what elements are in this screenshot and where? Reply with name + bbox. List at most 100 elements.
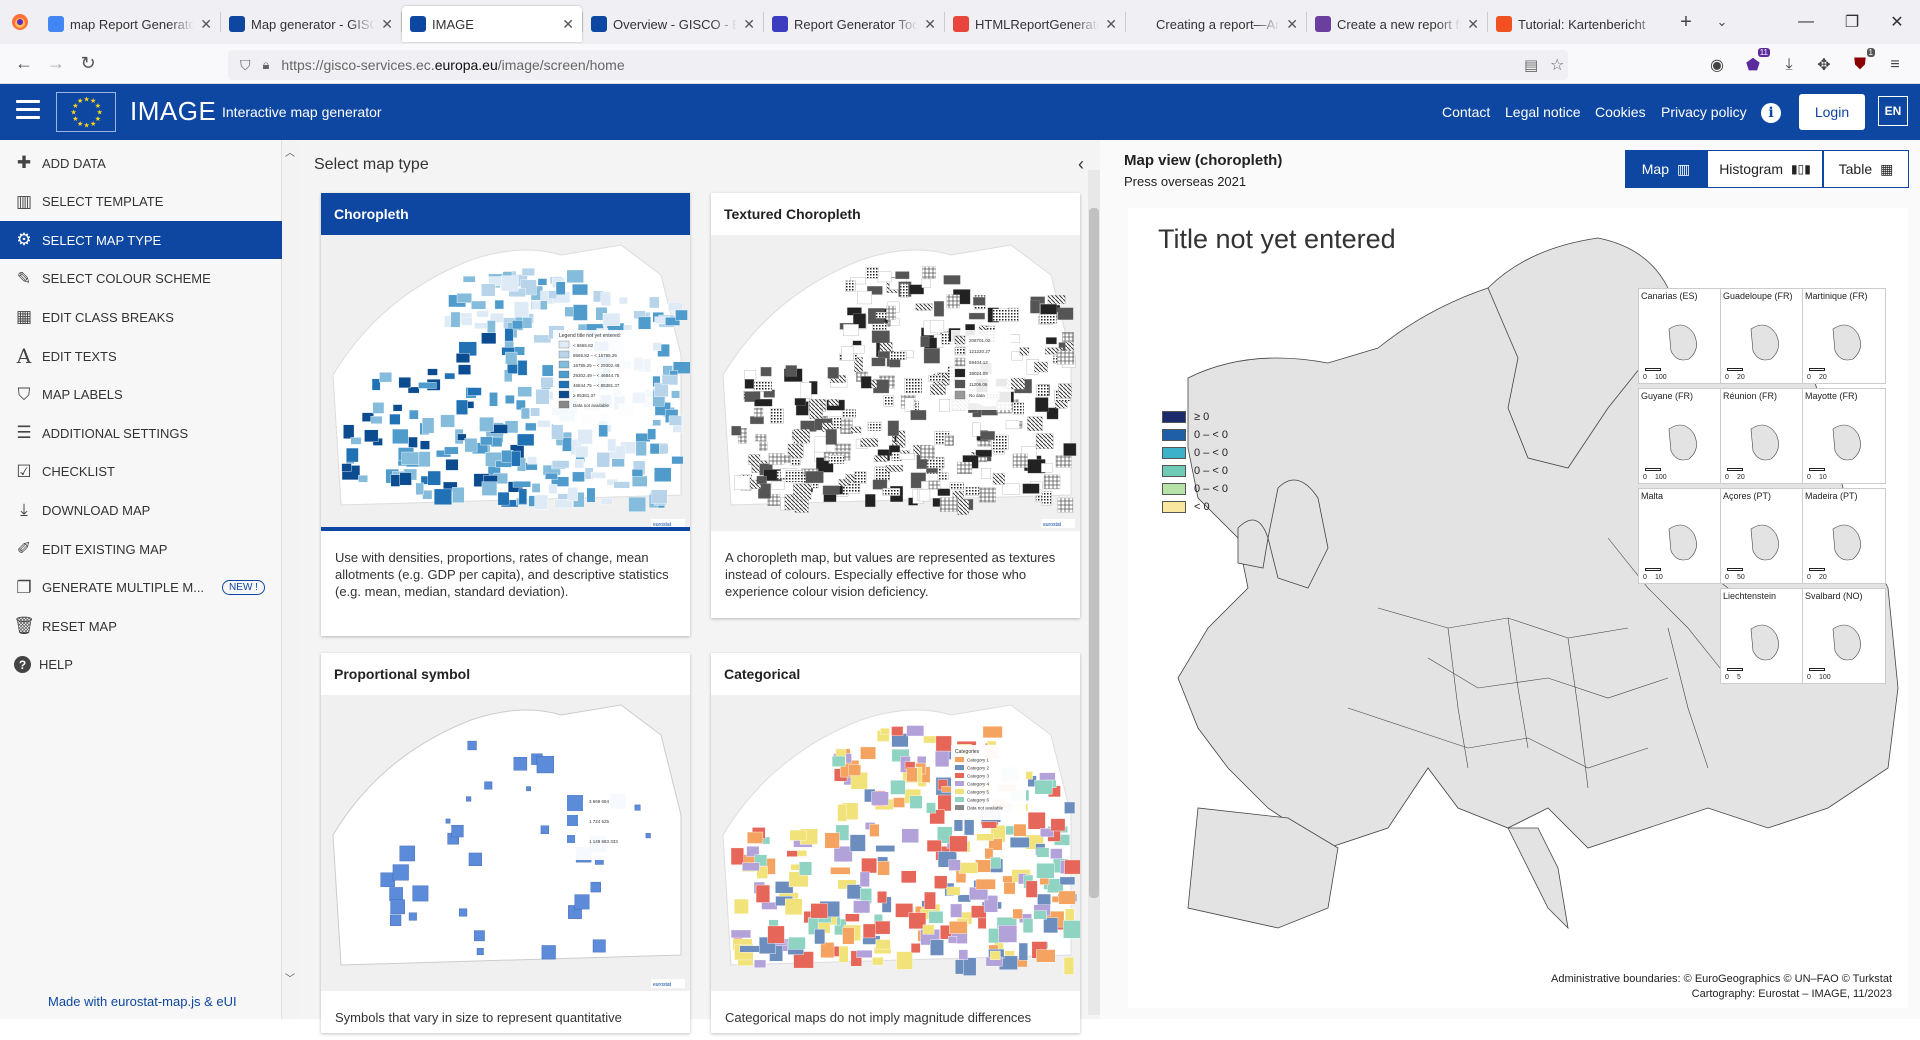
card-textured-choropleth[interactable]: Textured Choropleth 208701.02 121220.27 69… — [711, 193, 1080, 618]
legend-entry[interactable]: 0 – < 0 — [1162, 480, 1228, 498]
close-window-button[interactable]: ✕ — [1890, 14, 1904, 31]
menu-icon[interactable]: ≡ — [1890, 56, 1900, 73]
legend-entry[interactable]: 0 – < 0 — [1162, 444, 1228, 462]
sidebar-item-download-map[interactable]: ⤓ DOWNLOAD MAP — [0, 491, 282, 529]
inset-map[interactable]: Guyane (FR) 0 100 — [1638, 388, 1722, 484]
back-button[interactable]: ← — [15, 53, 33, 73]
sidebar-item-select-map-type[interactable]: ⚙ SELECT MAP TYPE — [0, 221, 282, 260]
sidebar-item-help[interactable]: ? HELP — [0, 646, 282, 684]
sidebar-item-edit-texts[interactable]: A EDIT TEXTS — [0, 337, 282, 375]
login-button[interactable]: Login — [1799, 94, 1865, 130]
region-shape — [734, 475, 751, 491]
browser-tab[interactable]: HTMLReportGenerator ✕ — [945, 6, 1125, 42]
language-selector[interactable]: EN — [1878, 96, 1908, 126]
sidebar-item-checklist[interactable]: ☑ CHECKLIST — [0, 453, 282, 491]
close-tab-icon[interactable]: ✕ — [200, 15, 212, 32]
ublock-icon[interactable]: ⛊ 1 — [1853, 48, 1875, 73]
tab-map[interactable]: Map ▥ — [1625, 150, 1707, 188]
close-tab-icon[interactable]: ✕ — [1286, 15, 1298, 32]
info-icon[interactable]: i — [1761, 103, 1781, 123]
shield-icon[interactable]: ⛉ — [240, 56, 251, 73]
browser-tab[interactable]: Tutorial: Kartenbericht — [1488, 6, 1668, 42]
privacy-policy-link[interactable]: Privacy policy — [1661, 104, 1747, 120]
inset-map[interactable]: Liechtenstein 0 5 — [1720, 588, 1804, 684]
sidebar-item-generate-multiple-m[interactable]: ❐ GENERATE MULTIPLE M... NEW ! — [0, 569, 282, 607]
inset-map[interactable]: Guadeloupe (FR) 0 20 — [1720, 288, 1804, 384]
map-legend[interactable]: ≥ 0 0 – < 0 0 – < 0 0 – < 0 0 – < 0 < 0 — [1162, 408, 1228, 516]
tab-list-button[interactable]: ⌄ — [1716, 14, 1728, 29]
legend-entry[interactable]: 0 – < 0 — [1162, 462, 1228, 480]
bookmark-star-icon[interactable]: ☆ — [1550, 57, 1565, 74]
browser-tab[interactable]: Creating a report—ArcMap ✕ — [1126, 6, 1306, 42]
region-shape — [944, 435, 954, 446]
region-shape — [483, 475, 498, 483]
sidebar-item-select-template[interactable]: ▥ SELECT TEMPLATE — [0, 183, 282, 221]
tab-table[interactable]: Table ▦ — [1823, 150, 1909, 188]
map-canvas[interactable]: Title not yet entered ≥ 0 0 – < 0 0 – < 0 0… — [1128, 208, 1908, 1008]
restore-button[interactable]: ❐ — [1844, 14, 1860, 31]
sidebar-scrollbar[interactable]: ︿ ﹀ — [282, 140, 298, 1019]
browser-tab[interactable]: Create a new report fro ✕ — [1307, 6, 1487, 42]
panel-scrollbar-thumb[interactable] — [1089, 208, 1099, 898]
inset-map[interactable]: Madeira (PT) 0 20 — [1802, 488, 1886, 584]
region-shape — [860, 376, 872, 389]
contact-link[interactable]: Contact — [1442, 104, 1491, 120]
cookies-link[interactable]: Cookies — [1595, 104, 1646, 120]
inset-map[interactable]: Martinique (FR) 0 20 — [1802, 288, 1886, 384]
scroll-up-icon[interactable]: ︿ — [285, 148, 295, 159]
region-shape — [838, 945, 849, 963]
inset-map[interactable]: Malta 0 10 — [1638, 488, 1722, 584]
reader-view-icon[interactable]: ▤ — [1524, 57, 1539, 74]
new-tab-button[interactable]: + — [1680, 10, 1692, 33]
browser-tab[interactable]: map Report Generator ✕ — [40, 6, 220, 42]
close-tab-icon[interactable]: ✕ — [562, 15, 574, 32]
region-shape — [1012, 402, 1024, 415]
inset-map[interactable]: Svalbard (NO) 0 100 — [1802, 588, 1886, 684]
firefox-icon[interactable] — [0, 13, 40, 31]
browser-tab[interactable]: Report Generator Tool | ✕ — [764, 6, 944, 42]
legend-entry[interactable]: < 0 — [1162, 498, 1228, 516]
sidebar-item-edit-class-breaks[interactable]: ▦ EDIT CLASS BREAKS — [0, 298, 282, 336]
inset-map[interactable]: Réunion (FR) 0 20 — [1720, 388, 1804, 484]
close-tab-icon[interactable]: ✕ — [381, 15, 393, 32]
sidebar-item-select-colour-scheme[interactable]: ✎ SELECT COLOUR SCHEME — [0, 260, 282, 298]
extension-icon[interactable]: ◉ — [1710, 57, 1724, 74]
downloads-icon[interactable]: ⤓ — [1785, 56, 1793, 73]
map-title[interactable]: Title not yet entered — [1158, 224, 1396, 254]
inset-map[interactable]: Açores (PT) 0 50 — [1720, 488, 1804, 584]
region-shape — [573, 304, 588, 321]
extensions-puzzle-icon[interactable]: ✥ — [1817, 57, 1831, 74]
collapse-panel-icon[interactable]: ‹ — [1078, 154, 1084, 174]
close-tab-icon[interactable]: ✕ — [1105, 15, 1117, 32]
inset-map[interactable]: Mayotte (FR) 0 10 — [1802, 388, 1886, 484]
made-with-footer[interactable]: Made with eurostat-map.js & eUI — [48, 994, 237, 1009]
browser-tab[interactable]: Map generator - GISCO ✕ — [221, 6, 401, 42]
forward-button[interactable]: → — [47, 53, 65, 73]
card-choropleth[interactable]: Choropleth Legend title not yet entered:… — [321, 193, 690, 636]
close-tab-icon[interactable]: ✕ — [1467, 15, 1479, 32]
sidebar-item-reset-map[interactable]: 🗑︎ RESET MAP — [0, 607, 282, 645]
legal-notice-link[interactable]: Legal notice — [1505, 104, 1581, 120]
scroll-down-icon[interactable]: ﹀ — [285, 974, 295, 985]
card-categorical[interactable]: Categorical Categories Category 1 Categor… — [711, 653, 1080, 1033]
address-bar[interactable]: ⛉ 🔒︎ https://gisco-services.ec. europa.eu… — [228, 50, 1568, 80]
lock-icon[interactable]: 🔒︎ — [262, 57, 270, 72]
hamburger-menu-icon[interactable] — [16, 100, 40, 122]
sidebar-item-additional-settings[interactable]: ☰ ADDITIONAL SETTINGS — [0, 414, 282, 452]
sidebar-item-edit-existing-map[interactable]: ✐ EDIT EXISTING MAP — [0, 530, 282, 568]
minimize-button[interactable]: — — [1798, 13, 1814, 30]
browser-tab[interactable]: IMAGE ✕ — [402, 6, 582, 42]
close-tab-icon[interactable]: ✕ — [743, 15, 755, 32]
close-tab-icon[interactable]: ✕ — [924, 15, 936, 32]
tab-histogram[interactable]: Histogram ▮▯▮ — [1707, 150, 1823, 188]
sidebar-item-map-labels[interactable]: ⛉ MAP LABELS — [0, 376, 282, 414]
browser-tab[interactable]: Overview - GISCO - Eur ✕ — [583, 6, 763, 42]
extension-badge-icon[interactable]: ⬟ 11 — [1746, 48, 1770, 74]
card-proportional-symbol[interactable]: Proportional symbol 3 669 694 1 724 525 1 … — [321, 653, 690, 1033]
reload-button[interactable]: ↻ — [80, 53, 96, 73]
legend-entry[interactable]: ≥ 0 — [1162, 408, 1228, 426]
sidebar-item-add-data[interactable]: ✚ ADD DATA — [0, 144, 282, 182]
inset-map[interactable]: Canarias (ES) 0 100 — [1638, 288, 1722, 384]
legend-entry[interactable]: 0 – < 0 — [1162, 426, 1228, 444]
inset-name: Açores (PT) — [1723, 491, 1772, 501]
